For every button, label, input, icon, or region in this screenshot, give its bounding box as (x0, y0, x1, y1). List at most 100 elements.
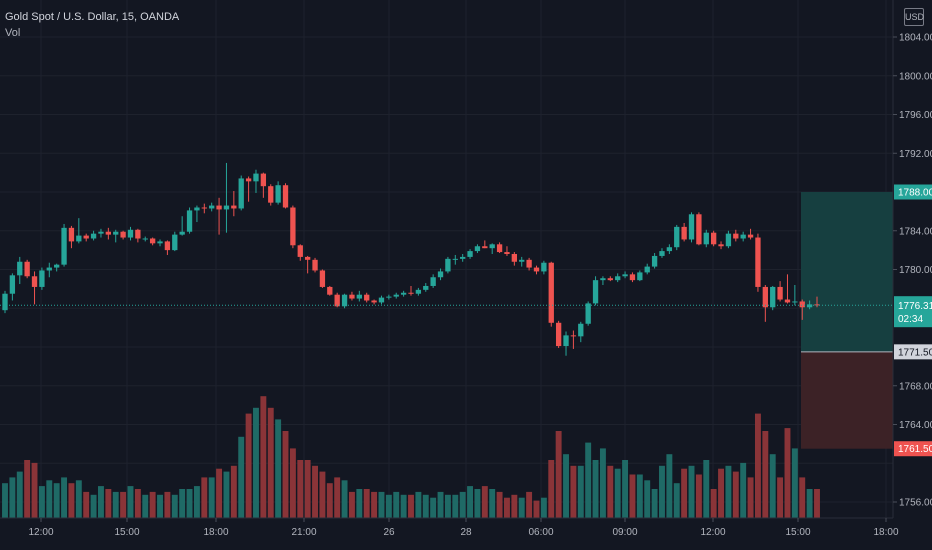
candle-body (637, 272, 643, 281)
volume-bar (732, 471, 739, 518)
volume-bar (666, 454, 673, 518)
candle-body (725, 233, 732, 247)
bar-countdown-text: 02:34 (898, 314, 923, 325)
volume-bar (555, 431, 562, 518)
candle-body (792, 301, 798, 303)
candle-body (201, 207, 207, 209)
volume-bar (430, 497, 437, 518)
stop-price-tag (894, 441, 932, 457)
volume-bar (31, 462, 38, 518)
volume-bar (570, 465, 577, 518)
volume-bar (127, 486, 134, 518)
volume-bar (614, 468, 621, 518)
volume-indicator-label[interactable]: Vol (5, 27, 21, 39)
price-tick-label: 1764.000 (899, 420, 932, 431)
candle-body (489, 244, 495, 249)
symbol-title[interactable]: Gold Spot / U.S. Dollar, 15, OANDA (5, 11, 180, 23)
candle-body (570, 335, 577, 337)
volume-bar (703, 460, 710, 518)
price-labels: 1788.000 1771.500 1761.500 1776.316 02:34 (894, 184, 932, 457)
volume-bar (68, 483, 75, 518)
candle-body (703, 232, 709, 245)
candle-body (275, 185, 281, 203)
candle-body (297, 245, 303, 257)
candle-body (644, 266, 650, 273)
time-tick-label: 12:00 (28, 527, 53, 538)
volume-bar (408, 494, 414, 518)
price-axis[interactable]: 1804.000 1800.000 1796.000 1792.000 1784.000… (893, 33, 932, 509)
candle-body (710, 232, 717, 245)
volume-bar (651, 489, 658, 518)
volume-bar (481, 486, 488, 518)
candle-body (659, 251, 665, 256)
time-axis[interactable]: 12:00 15:00 18:00 21:00 26 28 06:00 09:00 12:00 1… (28, 518, 899, 538)
volume-bar (75, 480, 82, 518)
volume-bar (304, 460, 311, 518)
candle-body (755, 237, 761, 287)
candle-body (578, 323, 584, 337)
volume-bar (157, 494, 163, 518)
candle-body (209, 205, 215, 209)
volume-bar (518, 497, 525, 518)
volume-bar (511, 494, 518, 518)
volume-bar (791, 448, 798, 518)
candle-body (319, 270, 326, 287)
time-tick-label: 15:00 (114, 527, 139, 538)
volume-bar (238, 436, 245, 518)
volume-bar (164, 491, 171, 518)
candle-body (142, 238, 148, 240)
candle-body (341, 294, 348, 307)
time-tick-label: 28 (460, 527, 472, 538)
candle-body (312, 259, 318, 271)
candle-body (334, 294, 340, 307)
candle-body (806, 304, 813, 308)
volume-bar (585, 442, 592, 518)
volume-bar (105, 489, 112, 518)
volume-bar (769, 454, 776, 518)
volume-bar (393, 491, 400, 518)
volume-bar (216, 468, 223, 518)
currency-button[interactable]: USD (904, 8, 924, 26)
candle-body (496, 244, 503, 253)
candle-body (135, 229, 141, 239)
candle-body (90, 233, 97, 239)
candle-body (83, 235, 89, 239)
position-zones[interactable] (801, 192, 893, 449)
volume-bar (385, 494, 392, 518)
volume-bar (289, 448, 296, 518)
profit-target-zone[interactable] (801, 192, 893, 352)
candle-body (113, 231, 119, 235)
volume-bar (186, 489, 193, 518)
candle-body (327, 286, 333, 295)
candle-body (238, 178, 244, 209)
volume-bar (533, 500, 540, 518)
price-tick-label: 1756.000 (899, 498, 932, 509)
candle-body (371, 300, 377, 303)
volume-bar (718, 468, 724, 518)
volume-bar (814, 489, 820, 518)
candle-body (349, 294, 355, 299)
candle-body (231, 205, 237, 209)
candle-body (762, 286, 768, 308)
candlestick-series (2, 162, 820, 356)
candle-body (400, 292, 407, 295)
candle-body (223, 205, 230, 210)
candle-body (511, 254, 518, 262)
candle-body (600, 278, 606, 281)
volume-bar (319, 471, 326, 518)
volume-bar (540, 497, 547, 518)
candle-body (548, 262, 554, 323)
candle-body (216, 205, 222, 210)
candle-body (68, 227, 75, 242)
volume-bar (142, 494, 149, 518)
volume-bar (659, 465, 665, 518)
candle-body (186, 210, 193, 232)
candle-body (76, 235, 82, 242)
candle-body (120, 231, 126, 238)
candle-body (260, 173, 267, 187)
stop-loss-zone[interactable] (801, 351, 893, 449)
candle-body (718, 244, 724, 247)
volume-bar (622, 460, 629, 518)
candle-body (54, 264, 60, 268)
